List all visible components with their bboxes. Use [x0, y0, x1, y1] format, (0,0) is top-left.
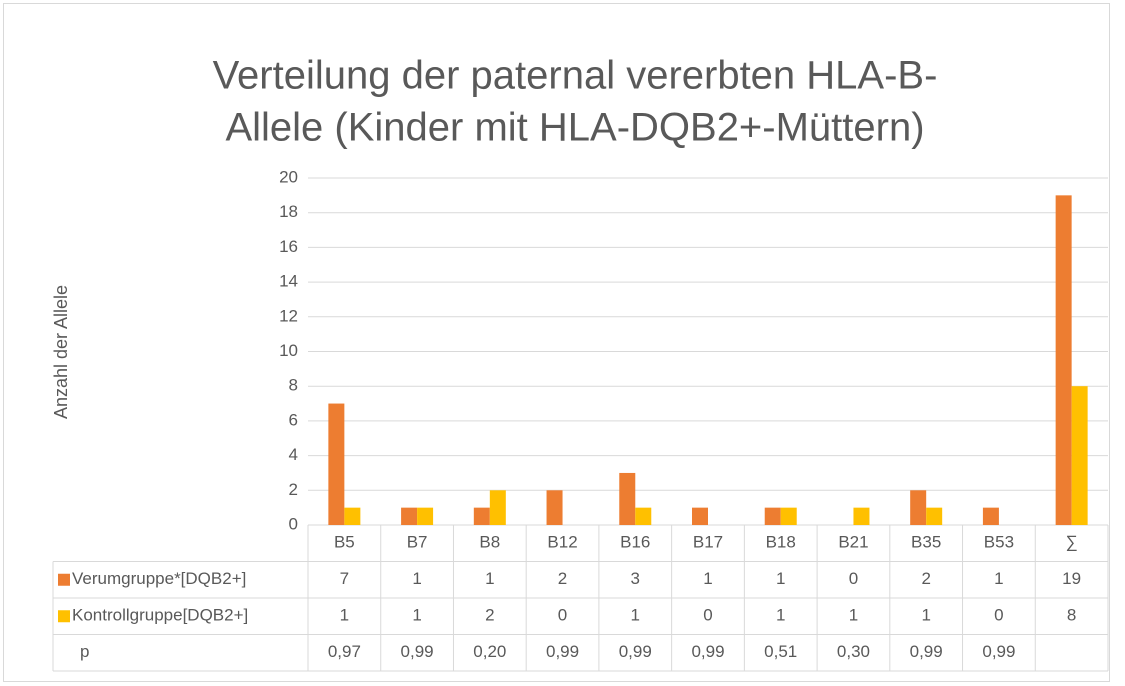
- y-tick-label: 6: [289, 410, 298, 429]
- y-tick-label: 18: [279, 202, 298, 221]
- y-tick-label: 10: [279, 341, 298, 360]
- table-cell: 0,99: [910, 642, 943, 661]
- y-axis-label: Anzahl der Allele: [51, 285, 71, 419]
- table-cell: 0,99: [982, 642, 1015, 661]
- bar: [344, 507, 361, 525]
- y-tick-label: 0: [289, 514, 298, 533]
- y-tick-label: 2: [289, 480, 298, 499]
- y-tick-label: 20: [279, 167, 298, 186]
- x-tick-label: B8: [479, 533, 500, 552]
- bar: [401, 507, 418, 525]
- table-cell: 0,99: [546, 642, 579, 661]
- table-cell: 0,99: [619, 642, 652, 661]
- table-cell: 1: [994, 569, 1003, 588]
- table-cell: 0: [558, 606, 567, 625]
- chart-border: [3, 3, 1110, 682]
- bar: [853, 507, 870, 525]
- table-cell: 1: [631, 606, 640, 625]
- bar: [473, 507, 490, 525]
- bar: [910, 490, 927, 525]
- table-cell: 1: [849, 606, 858, 625]
- bar: [982, 507, 999, 525]
- table-cell: 0,20: [473, 642, 506, 661]
- x-tick-label: B12: [547, 533, 577, 552]
- bar: [1071, 386, 1088, 525]
- y-tick-label: 14: [279, 272, 298, 291]
- table-cell: 2: [921, 569, 930, 588]
- table-cell: 1: [703, 569, 712, 588]
- table-cell: 2: [558, 569, 567, 588]
- chart-title: Allele (Kinder mit HLA-DQB2+-Müttern): [225, 106, 924, 150]
- bar: [489, 490, 506, 525]
- bar: [417, 507, 434, 525]
- table-cell: 0,97: [328, 642, 361, 661]
- legend-key: [58, 610, 70, 623]
- table-cell: 0: [849, 569, 858, 588]
- x-tick-label: B16: [620, 533, 650, 552]
- table-cell: 1: [485, 569, 494, 588]
- x-tick-label: B17: [693, 533, 723, 552]
- bar: [619, 472, 636, 525]
- y-tick-label: 12: [279, 306, 298, 325]
- x-tick-label: B35: [911, 533, 941, 552]
- y-tick-label: 4: [289, 445, 298, 464]
- x-tick-label: B7: [407, 533, 428, 552]
- y-tick-label: 8: [289, 376, 298, 395]
- table-cell: 1: [776, 606, 785, 625]
- x-tick-label: ∑: [1066, 533, 1078, 552]
- table-cell: 0: [703, 606, 712, 625]
- bar: [635, 507, 652, 525]
- bar: [780, 507, 797, 525]
- table-cell: 1: [921, 606, 930, 625]
- x-tick-label: B21: [838, 533, 868, 552]
- table-row-label: p: [80, 642, 89, 661]
- y-tick-label: 16: [279, 237, 298, 256]
- table-cell: 2: [485, 606, 494, 625]
- table-cell: 1: [776, 569, 785, 588]
- bar: [546, 490, 563, 525]
- table-cell: 1: [340, 606, 349, 625]
- table-cell: 3: [631, 569, 640, 588]
- x-tick-label: B53: [984, 533, 1014, 552]
- bar: [764, 507, 781, 525]
- legend-label: Kontrollgruppe[DQB2+]: [72, 606, 248, 625]
- legend-key: [58, 573, 70, 586]
- x-tick-label: B5: [334, 533, 355, 552]
- legend-label: Verumgruppe*[DQB2+]: [72, 569, 246, 588]
- chart-title: Verteilung der paternal vererbten HLA-B-: [213, 54, 938, 98]
- table-cell: 0,30: [837, 642, 870, 661]
- bar: [692, 507, 708, 525]
- bar: [328, 403, 345, 525]
- table-cell: 8: [1067, 606, 1076, 625]
- table-cell: 0,99: [691, 642, 724, 661]
- table-cell: 1: [412, 569, 421, 588]
- table-cell: 7: [340, 569, 349, 588]
- table-cell: 0,51: [764, 642, 797, 661]
- table-cell: 19: [1062, 569, 1081, 588]
- x-tick-label: B18: [766, 533, 796, 552]
- bar: [926, 507, 943, 525]
- table-cell: 0,99: [401, 642, 434, 661]
- table-cell: 1: [412, 606, 421, 625]
- table-cell: 0: [994, 606, 1003, 625]
- bar: [1055, 195, 1072, 525]
